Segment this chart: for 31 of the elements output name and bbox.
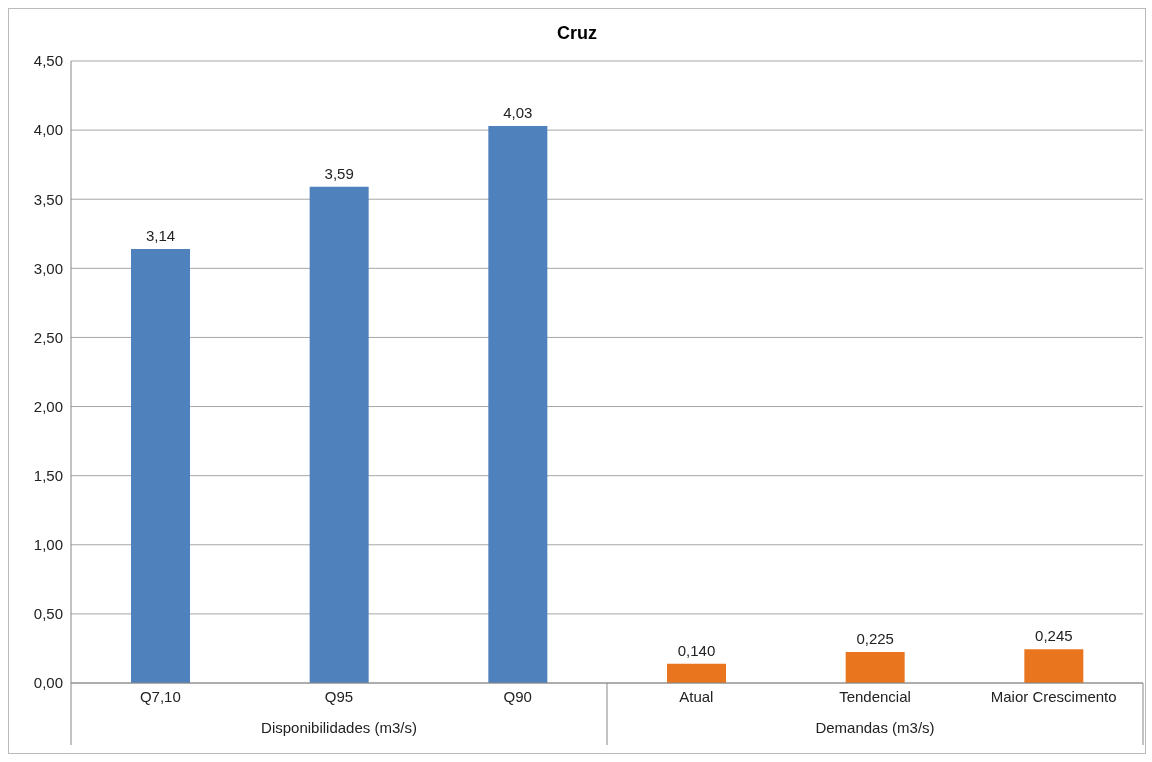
x-tick-label: Q7,10	[139, 687, 181, 705]
bar	[488, 125, 548, 683]
bar	[845, 651, 905, 683]
y-tick-label: 2,50	[33, 328, 63, 346]
data-label: 3,14	[145, 226, 176, 244]
y-tick-label: 1,50	[33, 466, 63, 484]
bar	[667, 663, 726, 683]
y-tick-label: 0,00	[33, 674, 63, 692]
bar	[131, 248, 190, 683]
y-tick-label: 1,00	[33, 536, 63, 554]
x-tick-label: Q95	[324, 687, 354, 705]
data-label: 0,140	[677, 641, 716, 659]
text: Demandas (m3/s)	[814, 719, 936, 736]
text: Disponibilidades (m3/s)	[260, 719, 418, 736]
data-label: 4,03	[503, 103, 533, 121]
data-label: 0,245	[1035, 627, 1073, 645]
y-tick-label: 2,00	[33, 397, 63, 415]
x-tick-label: Tendencial	[839, 687, 911, 705]
x-tick-label: Q90	[503, 687, 532, 705]
x-tick-label: Maior Crescimento	[990, 687, 1117, 705]
data-label: 0,225	[856, 629, 894, 647]
chart-title: Cruz	[556, 23, 598, 44]
data-label: 3,59	[324, 164, 354, 182]
bar	[309, 186, 369, 683]
y-tick-label: 3,50	[33, 190, 63, 208]
y-tick-label: 4,00	[33, 121, 63, 139]
y-tick-label: 4,50	[33, 52, 63, 70]
y-tick-label: 3,00	[33, 259, 63, 277]
x-tick-label: Atual	[679, 687, 714, 705]
y-tick-label: 0,50	[33, 605, 63, 623]
bar	[1024, 649, 1084, 683]
